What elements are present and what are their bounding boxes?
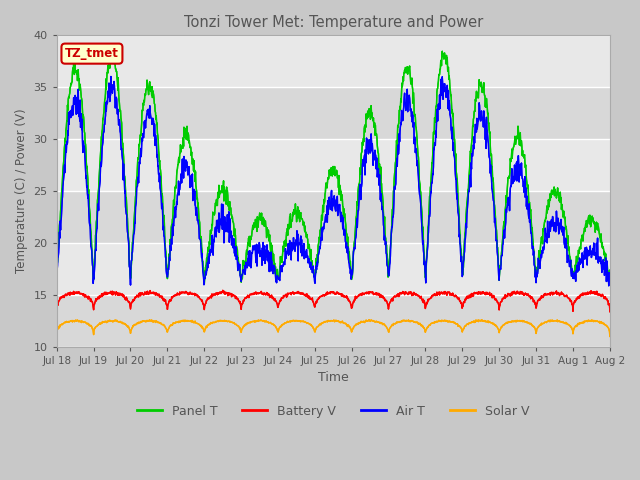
Air T (606, 278, 614, 284)
Bar (57, 295, 610, 347)
Panel T (53, 272, 61, 277)
Solar V (53, 333, 61, 339)
Panel T (420, 239, 428, 244)
Battery V (53, 311, 61, 316)
Panel T (238, 276, 246, 282)
Air T (107, 73, 115, 79)
Battery V (606, 309, 614, 314)
Solar V (163, 326, 170, 332)
Battery V (420, 300, 428, 306)
Title: Tonzi Tower Met: Temperature and Power: Tonzi Tower Met: Temperature and Power (184, 15, 483, 30)
Air T (492, 226, 500, 232)
Bar (57, 139, 610, 191)
Line: Air T: Air T (57, 76, 610, 286)
Text: TZ_tmet: TZ_tmet (65, 47, 119, 60)
Air T (238, 272, 246, 277)
Bar (57, 87, 610, 139)
Solar V (238, 327, 246, 333)
Y-axis label: Temperature (C) / Power (V): Temperature (C) / Power (V) (15, 108, 28, 273)
Air T (53, 269, 61, 275)
Battery V (492, 297, 500, 302)
Line: Battery V: Battery V (57, 290, 610, 313)
Panel T (200, 281, 208, 287)
Panel T (492, 227, 500, 233)
Solar V (541, 320, 548, 325)
Line: Solar V: Solar V (57, 320, 610, 336)
Line: Panel T: Panel T (57, 51, 610, 284)
Battery V (219, 288, 227, 293)
Battery V (541, 291, 548, 297)
Solar V (176, 319, 184, 325)
Air T (605, 283, 612, 288)
Bar (57, 36, 610, 87)
Panel T (176, 151, 184, 157)
Solar V (492, 323, 500, 329)
Solar V (606, 334, 614, 339)
Solar V (420, 324, 428, 330)
Battery V (176, 289, 184, 295)
Bar (57, 243, 610, 295)
Legend: Panel T, Battery V, Air T, Solar V: Panel T, Battery V, Air T, Solar V (132, 400, 535, 423)
X-axis label: Time: Time (318, 372, 349, 384)
Panel T (438, 48, 446, 54)
Battery V (238, 300, 246, 306)
Bar (57, 191, 610, 243)
Air T (541, 238, 548, 243)
Panel T (163, 260, 170, 265)
Battery V (163, 301, 170, 307)
Panel T (541, 217, 548, 223)
Air T (176, 182, 184, 188)
Air T (163, 272, 170, 277)
Panel T (606, 276, 614, 281)
Air T (420, 248, 428, 253)
Solar V (365, 317, 372, 323)
